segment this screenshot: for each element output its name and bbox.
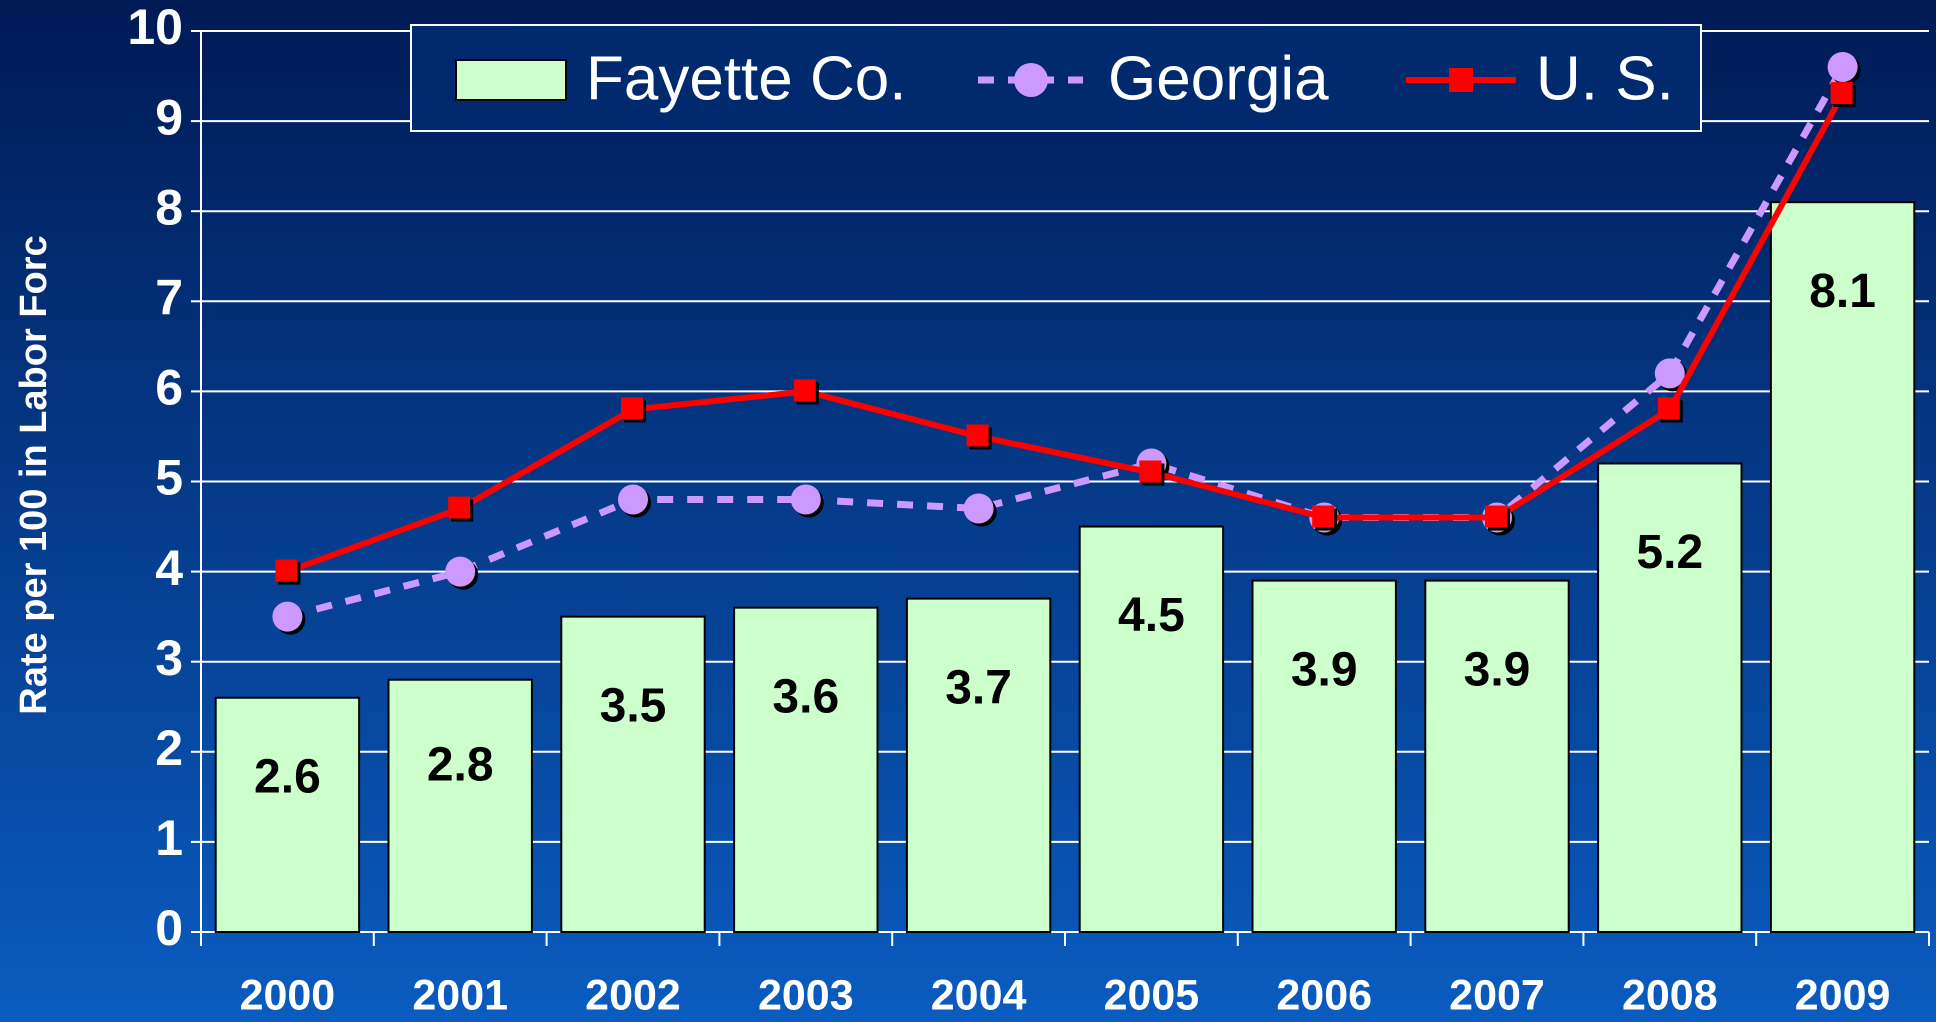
marker (448, 496, 471, 519)
marker (963, 493, 994, 524)
marker (1485, 505, 1507, 528)
marker (1827, 52, 1858, 83)
y-tick-label: 5 (155, 450, 183, 506)
series-line (286, 65, 1846, 621)
x-tick-label: 2006 (1276, 971, 1372, 1019)
marker (621, 397, 643, 420)
marker (618, 484, 648, 515)
legend-marker (1449, 68, 1473, 92)
legend-label: Fayette Co. (586, 44, 906, 113)
x-tick-label: 2008 (1622, 971, 1718, 1019)
marker (1312, 505, 1335, 528)
marker (1139, 460, 1162, 483)
bar (387, 678, 533, 933)
legend-marker (1014, 63, 1048, 97)
marker (1657, 397, 1680, 420)
bar (1078, 525, 1225, 933)
bar (1424, 579, 1570, 933)
x-tick-label: 2004 (931, 971, 1027, 1019)
legend-label: Georgia (1108, 44, 1329, 113)
data-label: 3.9 (1464, 643, 1531, 696)
bar (733, 606, 879, 933)
legend-swatch (455, 59, 567, 101)
y-tick-label: 1 (155, 810, 183, 866)
data-label: 3.9 (1291, 643, 1358, 696)
data-label: 3.6 (772, 670, 839, 723)
y-tick-label: 2 (155, 720, 183, 776)
marker (1654, 358, 1685, 389)
data-label: 4.5 (1118, 589, 1185, 642)
x-tick-label: 2001 (412, 971, 508, 1019)
data-label: 5.2 (1636, 526, 1703, 579)
x-tick-label: 2005 (1104, 971, 1200, 1019)
bar (1769, 201, 1916, 933)
y-tick-label: 6 (155, 360, 183, 416)
marker (966, 424, 989, 447)
x-tick-label: 2002 (585, 971, 681, 1019)
y-tick-label: 8 (155, 179, 183, 235)
bar (905, 597, 1052, 933)
y-tick-label: 9 (155, 89, 183, 145)
y-axis-label: Rate per 100 in Labor Forc (13, 235, 55, 714)
marker (793, 379, 816, 402)
data-label: 3.5 (600, 679, 667, 732)
data-label: 2.8 (427, 739, 494, 792)
y-tick-label: 3 (155, 630, 183, 686)
x-tick-label: 2009 (1795, 971, 1891, 1019)
x-tick-label: 2003 (758, 971, 854, 1019)
y-tick-label: 10 (127, 0, 183, 55)
data-label: 8.1 (1809, 265, 1876, 318)
x-tick-label: 2007 (1449, 971, 1545, 1019)
marker (790, 484, 821, 515)
y-tick-label: 4 (155, 540, 183, 596)
y-tick-label: 0 (155, 900, 183, 956)
bar (1597, 462, 1743, 933)
bar (214, 696, 361, 933)
data-label: 2.6 (254, 750, 321, 803)
y-tick-label: 7 (155, 270, 183, 326)
legend-label: U. S. (1536, 44, 1674, 113)
marker (1830, 82, 1853, 105)
marker (272, 601, 303, 632)
series-line (286, 92, 1846, 575)
marker (445, 556, 476, 587)
x-tick-label: 2000 (240, 971, 336, 1019)
data-label: 3.7 (945, 661, 1012, 714)
bar (560, 615, 706, 934)
bar (1251, 579, 1397, 933)
marker (275, 559, 298, 582)
